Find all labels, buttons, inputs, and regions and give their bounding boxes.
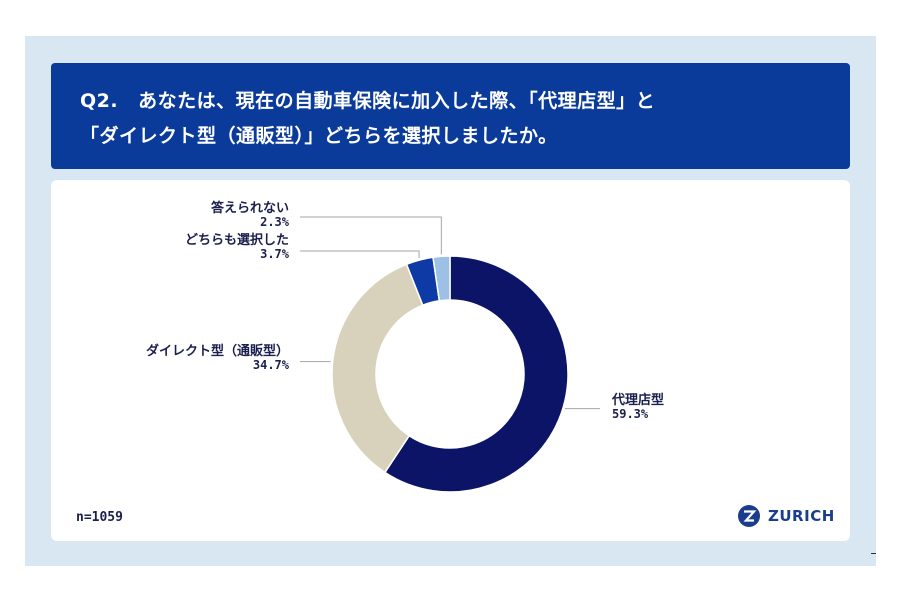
value-label-both-selected: 3.7% — [260, 247, 290, 261]
leader-line-both-selected — [300, 250, 420, 259]
label-agency-type: 代理店型 — [611, 392, 664, 408]
leader-line-no-answer — [300, 216, 442, 255]
value-label-no-answer: 2.3% — [260, 215, 290, 229]
question-text-1: あなたは、現在の自動車保険に加入した際、「代理店型」と — [138, 90, 656, 112]
sample-size: n=1059 — [76, 510, 123, 525]
slice-no-answer — [432, 255, 451, 302]
question-line-1: Q2. あなたは、現在の自動車保険に加入した際、「代理店型」と — [80, 86, 655, 113]
label-both-selected: どちらも選択した — [185, 232, 289, 248]
brand-name: ZURICH — [768, 507, 835, 525]
corner-mark — [871, 553, 876, 554]
label-direct-type: ダイレクト型（通販型） — [146, 343, 289, 359]
value-label-direct-type: 34.7% — [253, 358, 290, 372]
slice-direct-type — [331, 263, 424, 474]
value-label-agency-type: 59.3% — [612, 407, 649, 421]
zurich-logo-icon — [738, 505, 760, 527]
slice-agency-type — [383, 255, 569, 493]
question-line-2: 「ダイレクト型（通販型）」どちらを選択しましたか。 — [80, 125, 558, 147]
question-header: Q2. あなたは、現在の自動車保険に加入した際、「代理店型」と 「ダイレクト型（通… — [51, 63, 850, 169]
label-no-answer: 答えられない — [211, 200, 289, 216]
zurich-logo: ZURICH — [738, 505, 835, 527]
question-number: Q2. — [80, 90, 119, 112]
